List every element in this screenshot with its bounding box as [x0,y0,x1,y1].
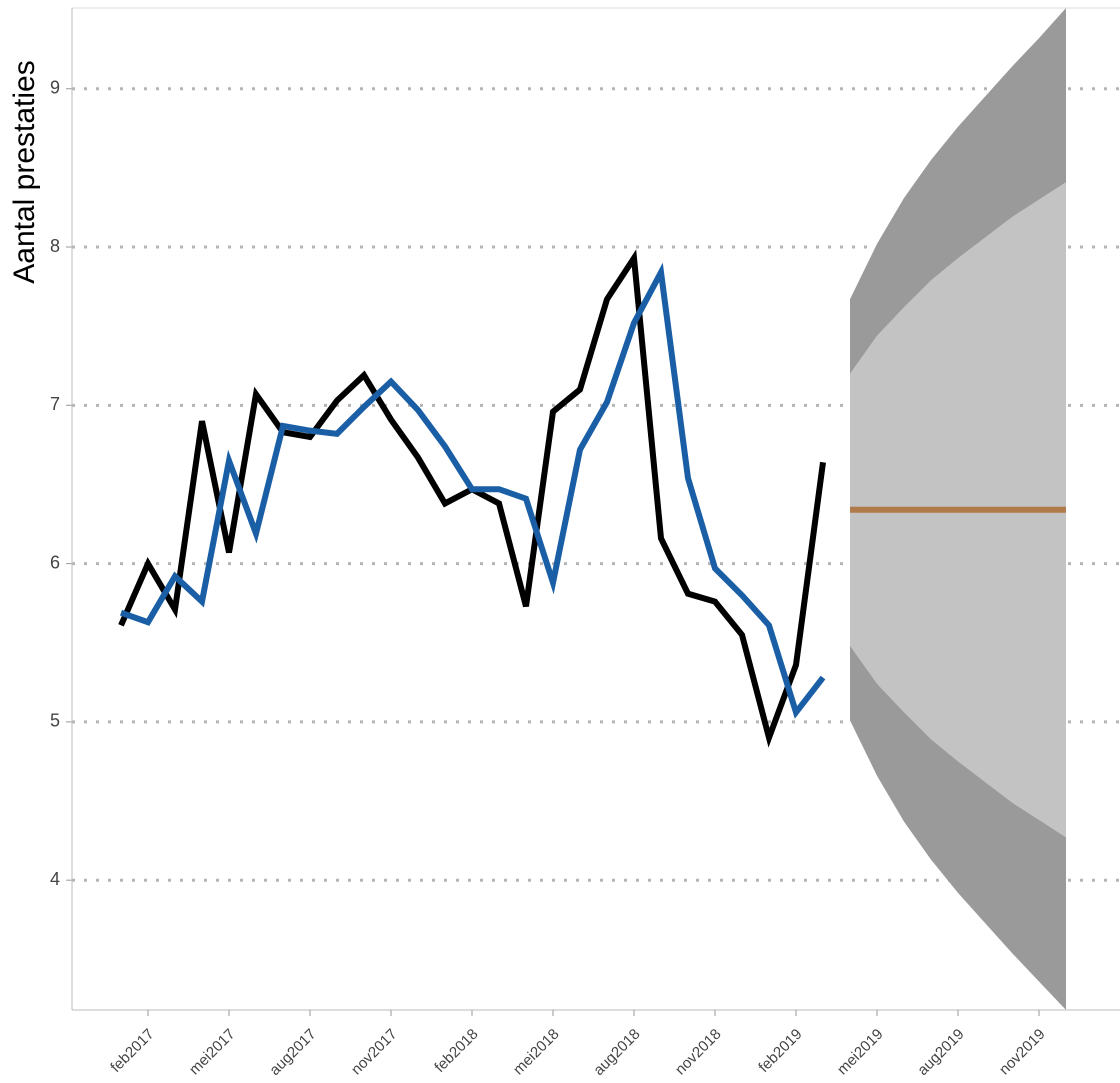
x-tick-label: nov2018 [672,1026,725,1079]
y-tick-label: 7 [50,394,60,414]
x-tick-label: feb2017 [107,1026,157,1076]
y-tick-label: 6 [50,552,60,572]
x-tick-label: mei2017 [186,1026,239,1079]
y-tick-label: 9 [50,77,60,97]
x-tick-label: mei2019 [834,1026,887,1079]
x-tick-label: aug2017 [266,1026,319,1079]
y-tick-label: 8 [50,236,60,256]
x-tick-label: mei2018 [510,1026,563,1079]
x-tick-label: feb2018 [431,1026,481,1076]
x-tick-label: nov2019 [996,1026,1049,1079]
series-line [118,249,826,748]
x-tick-label: aug2019 [914,1026,967,1079]
y-tick-label: 4 [50,869,60,889]
y-tick-label: 5 [50,711,60,731]
series-line [120,262,826,719]
x-tick-label: aug2018 [590,1026,643,1079]
y-axis-label: Aantal prestaties [8,60,41,283]
x-tick-label: feb2019 [755,1026,805,1076]
x-tick-label: nov2017 [348,1026,401,1079]
